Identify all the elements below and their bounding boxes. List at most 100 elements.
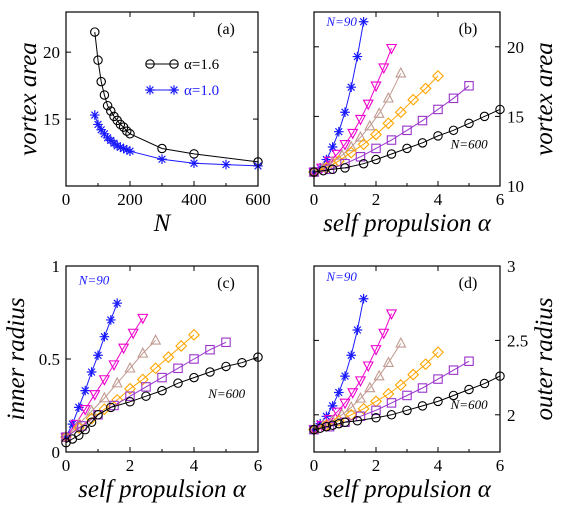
x-tick-label: 4 <box>434 190 443 209</box>
data-point <box>327 420 338 430</box>
data-point <box>221 337 231 348</box>
y-tick-label: 2.5 <box>507 331 528 350</box>
data-point <box>448 93 459 104</box>
panel-d: 0 2 4 6 2 2.5 3 self propulsion α outer radius (d… <box>308 257 558 503</box>
data-point <box>362 99 374 111</box>
data-point <box>86 367 97 377</box>
data-point <box>90 110 100 120</box>
data-point <box>237 357 247 368</box>
data-point <box>86 417 97 427</box>
data-point <box>315 423 325 433</box>
data-point <box>112 141 122 151</box>
data-point <box>407 368 420 381</box>
y-tick-label: 3 <box>507 257 516 276</box>
x-tick-label: 2 <box>372 456 381 475</box>
series-line <box>313 108 501 173</box>
data-point <box>173 378 183 388</box>
data-point <box>98 403 111 416</box>
panel-label: (d) <box>459 275 478 292</box>
legend-marker <box>145 85 155 95</box>
data-point <box>382 91 395 103</box>
panel-b: 0 2 4 610 15 20 self propulsion α vortex area (b… <box>308 11 558 237</box>
data-point <box>115 119 126 130</box>
data-point <box>347 128 359 140</box>
y-tick-label: 20 <box>43 43 60 62</box>
data-point <box>385 43 398 55</box>
data-point <box>340 417 350 427</box>
data-point <box>93 55 103 65</box>
data-point <box>334 126 344 137</box>
data-point <box>386 398 397 408</box>
x-tick-label: 4 <box>434 456 443 475</box>
data-point <box>382 356 395 367</box>
series-d-5 <box>309 371 505 435</box>
series-line <box>313 75 439 173</box>
series-c-3 <box>60 328 200 444</box>
data-point <box>345 140 357 152</box>
data-point <box>327 164 338 175</box>
data-point <box>354 376 367 387</box>
data-point <box>79 404 91 416</box>
data-point <box>339 139 351 151</box>
data-point <box>80 385 90 396</box>
data-point <box>122 126 132 136</box>
data-point <box>340 107 350 118</box>
x-tick-label: 400 <box>181 190 207 209</box>
data-point <box>464 384 474 395</box>
x-tick-label: 2 <box>372 190 381 209</box>
series-b-4 <box>309 81 474 177</box>
data-point <box>93 350 103 361</box>
data-point <box>96 124 106 135</box>
y-axis-label: vortex area <box>15 42 42 156</box>
data-point <box>327 142 338 152</box>
data-point <box>106 106 116 116</box>
data-point <box>149 362 162 375</box>
data-point <box>323 156 336 168</box>
data-point <box>162 351 175 364</box>
data-point <box>127 328 139 340</box>
data-point <box>334 418 344 429</box>
data-point <box>125 397 135 407</box>
series-line <box>313 85 470 173</box>
data-point <box>395 66 407 78</box>
x-axis-label: self propulsion α <box>323 476 492 503</box>
data-point <box>137 313 149 325</box>
data-point <box>141 391 151 401</box>
data-point <box>125 146 135 156</box>
data-point <box>149 334 162 345</box>
data-point <box>373 107 385 118</box>
data-point <box>189 372 199 383</box>
x-tick-label: 2 <box>126 456 135 475</box>
data-point <box>352 51 363 62</box>
data-point <box>378 328 390 340</box>
data-point <box>417 383 428 393</box>
x-axis-label: self propulsion α <box>323 210 492 237</box>
data-point <box>157 154 167 165</box>
data-point <box>136 373 149 386</box>
y-axis-label: vortex area <box>531 42 558 156</box>
data-point <box>122 145 132 155</box>
data-point <box>189 149 199 159</box>
data-point <box>112 298 122 308</box>
data-point <box>98 375 111 386</box>
x-axis-label: self propulsion α <box>78 476 247 503</box>
series-annotation: N=90 <box>325 14 357 29</box>
series-annotation: N=600 <box>450 136 488 151</box>
x-tick-label: 0 <box>310 456 319 475</box>
data-point <box>352 325 363 335</box>
y-tick-label: 0 <box>52 443 61 462</box>
data-point <box>407 93 420 106</box>
data-point <box>221 159 231 170</box>
data-point <box>371 413 381 423</box>
data-point <box>318 165 329 176</box>
y-tick-label: 1 <box>52 257 61 276</box>
y-axis-label: outer radius <box>531 298 558 421</box>
data-point <box>352 416 363 426</box>
data-point <box>395 336 407 348</box>
series-annotation: N=90 <box>325 269 357 284</box>
series-annotation: N=90 <box>78 273 110 288</box>
data-point <box>99 90 110 100</box>
data-point <box>448 365 459 375</box>
